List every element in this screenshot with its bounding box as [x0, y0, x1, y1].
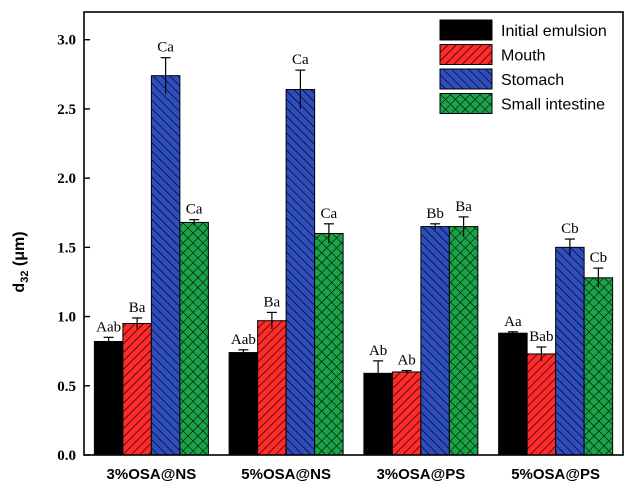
data-label-1-0: Aab	[231, 332, 256, 348]
y-tick-label-1: 0.5	[57, 379, 76, 395]
y-axis-title-unit: (μm)	[11, 231, 28, 270]
svg-text:d32 (μm): d32 (μm)	[11, 231, 31, 292]
data-label-3-2: Cb	[561, 221, 579, 237]
bar-1-1	[257, 320, 287, 456]
y-tick-label-2: 1.0	[57, 310, 76, 326]
data-label-0-0: Aab	[96, 319, 121, 335]
category-label-2: 3%OSA@PS	[376, 466, 465, 483]
data-label-3-1: Bab	[529, 329, 553, 345]
y-axis-title: d32 (μm)	[11, 231, 31, 292]
bar-2-3	[448, 226, 479, 456]
legend: Initial emulsion Mouth Stomach Small intest…	[439, 19, 607, 114]
bar-0-1	[122, 322, 152, 456]
data-label-0-1: Ba	[129, 300, 146, 316]
bars-layer: Aab Ba Ca Ca 3%OSA@NS Aab Ba Ca Ca 5%OSA@NS Ab Ab Bb…	[93, 40, 614, 483]
data-label-2-3: Ba	[455, 199, 472, 215]
bar-3-0	[498, 332, 528, 456]
legend-label-0: Initial emulsion	[501, 23, 607, 40]
y-tick-label-3: 1.5	[57, 240, 76, 256]
category-label-0: 3%OSA@NS	[107, 466, 197, 483]
legend-label-2: Stomach	[501, 72, 564, 89]
data-label-3-3: Cb	[590, 250, 608, 266]
y-axis-title-subscript: 32	[19, 271, 31, 283]
bar-1-0	[228, 352, 259, 456]
bar-3-1	[526, 353, 557, 456]
bar-0-2	[150, 75, 181, 456]
category-label-3: 5%OSA@PS	[511, 466, 600, 483]
bar-0-3	[179, 221, 209, 456]
y-tick-label-6: 3.0	[57, 33, 76, 49]
bar-0-0	[93, 340, 124, 456]
legend-label-1: Mouth	[501, 48, 545, 65]
data-label-0-3: Ca	[186, 202, 203, 218]
bar-2-1	[391, 371, 422, 456]
y-tick-label-4: 2.0	[57, 171, 76, 187]
data-label-3-0: Aa	[504, 314, 522, 330]
bar-3-3	[583, 277, 614, 456]
data-label-1-3: Ca	[321, 206, 338, 222]
legend-swatch-1	[439, 44, 493, 65]
bar-1-3	[314, 233, 344, 456]
y-tick-label-0: 0.0	[57, 448, 76, 464]
plot-frame	[83, 11, 624, 456]
bar-1-2	[285, 89, 316, 456]
data-label-1-2: Ca	[292, 52, 309, 68]
bar-3-2	[555, 246, 585, 456]
legend-swatch-2	[439, 68, 493, 90]
bar-2-2	[420, 226, 450, 456]
data-label-2-0: Ab	[369, 343, 387, 359]
data-label-1-1: Ba	[264, 294, 281, 310]
axes-layer: 0.0 0.5 1.0 1.5 2.0 2.5 3.0	[57, 11, 624, 464]
legend-swatch-3	[439, 93, 493, 114]
legend-swatch-0	[439, 19, 493, 41]
legend-label-3: Small intestine	[501, 97, 605, 114]
y-tick-label-5: 2.5	[57, 102, 76, 118]
data-label-0-2: Ca	[157, 40, 174, 56]
data-label-2-1: Ab	[397, 353, 415, 369]
data-label-2-2: Bb	[426, 206, 444, 222]
category-label-1: 5%OSA@NS	[241, 466, 331, 483]
y-axis-title-main: d	[11, 283, 28, 293]
